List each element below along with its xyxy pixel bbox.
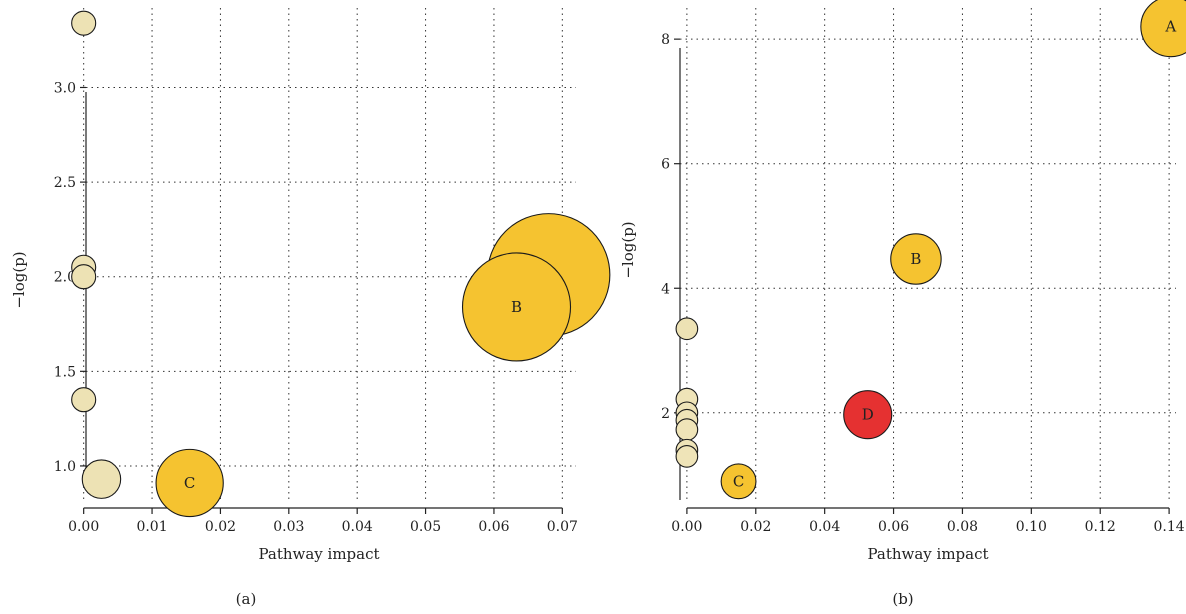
x-tick-label: 0.14 (1154, 519, 1185, 535)
data-point (843, 390, 893, 440)
data-point (890, 233, 942, 285)
data-point-label: B (511, 298, 522, 316)
chart-panel-1: 1.0 1.5 2.0 2.5 3.0 0.00 0.01 0.02 0.03 0.04 0.05 0… (10, 8, 611, 608)
x-tick-label: 0.02 (205, 519, 236, 535)
y-tick-label: 4 (661, 281, 670, 297)
data-point-label: A (1164, 18, 1176, 36)
y-tick-label: 2.5 (54, 175, 76, 191)
x-tick-label: 0.10 (1016, 519, 1047, 535)
x-tick-label: 0.00 (68, 519, 99, 535)
data-point (675, 418, 699, 441)
data-point (155, 448, 224, 518)
panel-label: (b) (892, 590, 913, 608)
data-point (71, 264, 97, 290)
data-point (1140, 0, 1186, 58)
data-point-label: C (733, 472, 744, 490)
data-point (461, 252, 572, 362)
x-tick-label: 0.01 (136, 519, 167, 535)
x-tick-label: 0.03 (273, 519, 304, 535)
y-axis-label: −log(p) (10, 251, 28, 308)
x-tick-label: 0.00 (671, 519, 702, 535)
y-tick-label: 1.0 (54, 459, 76, 475)
x-tick-label: 0.06 (478, 519, 509, 535)
data-point-label: D (862, 406, 874, 424)
x-tick-label: 0.12 (1085, 519, 1116, 535)
y-tick-label: 8 (661, 32, 670, 48)
chart-panel-2: 2 4 6 8 0.00 0.02 0.04 0.06 0.08 0.10 0.12 0.14 Path… (619, 0, 1186, 608)
x-tick-label: 0.04 (809, 519, 840, 535)
y-tick-label: 1.5 (54, 364, 76, 380)
data-point (675, 317, 699, 341)
data-point-label: C (184, 474, 195, 492)
x-tick-label: 0.06 (878, 519, 909, 535)
x-axis-label: Pathway impact (867, 545, 988, 563)
data-point-label: B (910, 250, 921, 268)
x-tick-label: 0.04 (342, 519, 373, 535)
data-point (675, 445, 699, 468)
data-point (71, 387, 97, 413)
x-tick-label: 0.05 (410, 519, 441, 535)
data-point (71, 10, 97, 36)
x-tick-label: 0.08 (947, 519, 978, 535)
y-axis-label: −log(p) (619, 221, 637, 278)
data-point (720, 463, 757, 500)
x-tick-label: 0.02 (740, 519, 771, 535)
x-tick-label: 0.07 (547, 519, 578, 535)
data-point (81, 459, 122, 499)
y-tick-label: 2 (661, 406, 670, 422)
y-tick-label: 2.0 (54, 270, 76, 286)
y-tick-label: 6 (661, 157, 670, 173)
x-axis-label: Pathway impact (258, 545, 379, 563)
y-tick-label: 3.0 (54, 80, 76, 96)
panel-label: (a) (236, 590, 257, 608)
